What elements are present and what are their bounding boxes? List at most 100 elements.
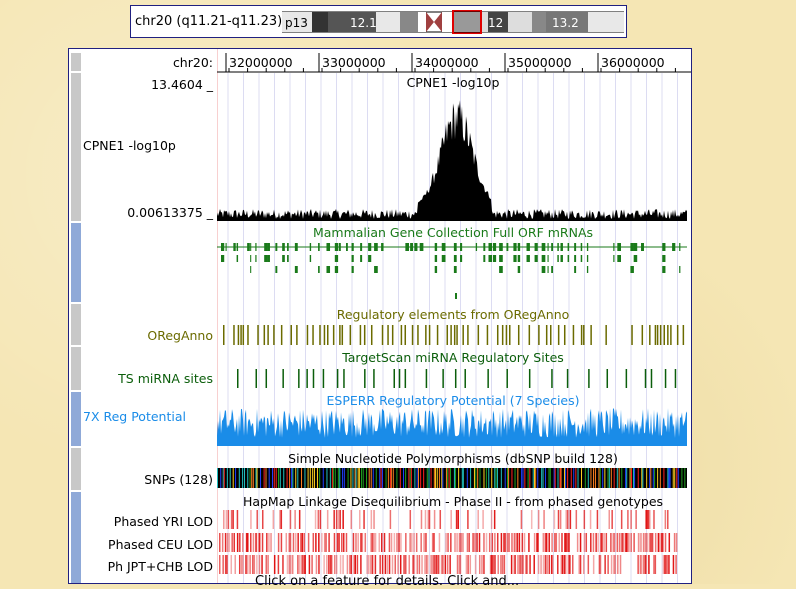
ld-segment — [423, 533, 425, 552]
ld-segment — [361, 533, 364, 552]
ld-segment — [467, 510, 469, 529]
genome-browser-panel[interactable]: chr20: 13.4604 _ CPNE1 -log10p 0.0061337… — [68, 48, 692, 584]
mgc-gene-exon — [574, 266, 577, 273]
ld-segment — [649, 533, 651, 552]
snp-marker — [242, 468, 244, 488]
cpne1-signal-plot[interactable] — [217, 100, 687, 221]
snp-marker — [268, 468, 270, 488]
band-q13-3 — [588, 12, 624, 32]
snp-track-button[interactable] — [71, 448, 81, 490]
ts-mirna-site — [664, 369, 667, 388]
snp-marker — [613, 468, 615, 488]
ld-segment — [481, 555, 483, 574]
ld-segment — [449, 555, 451, 574]
ts-mirna-site — [454, 369, 457, 388]
ts-mirna-track-button[interactable] — [71, 347, 81, 390]
ts-mirna-features[interactable] — [237, 369, 677, 388]
mgc-gene-exon — [255, 255, 257, 262]
snp-marker — [657, 468, 659, 488]
cpne1-track-label: CPNE1 -log10p — [83, 138, 176, 153]
ld-segment — [523, 533, 526, 552]
ld-segment — [565, 510, 567, 529]
snp-marker — [399, 468, 401, 488]
esperr-track-button[interactable] — [71, 392, 81, 446]
snp-marker — [488, 468, 490, 488]
ts-mirna-site — [487, 369, 489, 388]
ld-segment — [424, 510, 427, 529]
snp-marker — [559, 468, 561, 488]
mgc-track-button[interactable] — [71, 223, 81, 302]
ld-segment — [292, 533, 295, 552]
ld-segment — [236, 510, 239, 529]
band-q13-2 — [546, 12, 588, 32]
ld-segment — [447, 533, 449, 552]
snp-marker — [565, 468, 567, 488]
esperr-signal-plot[interactable] — [217, 408, 687, 446]
ts-mirna-site — [566, 369, 569, 388]
ld-segment — [558, 533, 561, 552]
ld-segment — [483, 533, 485, 552]
ld-segment — [521, 555, 523, 574]
ld-segment — [413, 533, 415, 552]
band-p11-1 — [418, 12, 426, 32]
snp-marker — [347, 468, 349, 488]
snp-marker — [385, 468, 387, 488]
ld-segment — [411, 533, 413, 552]
hapmap-track-button[interactable] — [71, 492, 81, 583]
ruler-track-button[interactable] — [71, 53, 81, 71]
hapmap-ld-heatmap[interactable] — [219, 510, 678, 574]
oreganno-element — [456, 325, 458, 345]
oreganno-features[interactable] — [223, 325, 685, 345]
ld-segment — [607, 555, 609, 574]
band-p11-21 — [400, 12, 418, 32]
snp-marker — [448, 468, 450, 488]
mgc-gene-exon — [334, 255, 339, 262]
ld-segment — [550, 555, 553, 574]
ld-segment — [433, 510, 436, 529]
snp-marker — [522, 468, 524, 488]
oreganno-element — [312, 325, 314, 345]
snp-marker — [387, 468, 389, 488]
ld-segment — [568, 533, 570, 552]
ideogram-band-strip[interactable]: p13 12.1 12 13.2 — [282, 10, 624, 34]
ld-segment — [612, 533, 614, 552]
ld-segment — [619, 555, 622, 574]
ld-segment — [614, 555, 617, 574]
mgc-gene-exon — [613, 255, 615, 262]
ld-segment — [437, 555, 440, 574]
ld-segment — [294, 510, 296, 529]
ld-segment — [517, 555, 519, 574]
ld-segment — [331, 555, 333, 574]
ld-segment — [663, 555, 666, 574]
ld-segment — [605, 533, 608, 552]
ld-segment — [438, 533, 441, 552]
ld-segment — [286, 555, 289, 574]
oreganno-element — [496, 325, 499, 345]
mgc-gene-exon — [460, 255, 463, 262]
snp-marker — [646, 468, 648, 488]
snp-marker — [599, 468, 601, 488]
ld-segment — [560, 555, 562, 574]
oreganno-track-button[interactable] — [71, 304, 81, 345]
ld-segment — [466, 533, 469, 552]
ld-segment — [613, 555, 615, 574]
ld-segment — [386, 555, 389, 574]
oreganno-element — [391, 325, 394, 345]
ld-segment — [649, 510, 651, 529]
ts-mirna-site — [312, 369, 315, 388]
ld-segment — [561, 555, 564, 574]
mgc-gene-features[interactable] — [217, 243, 687, 299]
ld-segment — [554, 533, 556, 552]
cpne1-track-button[interactable] — [71, 73, 81, 221]
ld-segment — [640, 533, 643, 552]
ld-segment — [236, 533, 239, 552]
base-position-ruler[interactable]: 32000000 33000000 34000000 35000000 3600… — [217, 53, 691, 73]
snp-marker — [494, 468, 496, 488]
chromosome-ideogram[interactable]: chr20 (q11.21-q11.23) p13 12.1 12 13.2 — [130, 5, 627, 38]
mgc-gene-exon — [374, 266, 378, 273]
ld-segment — [462, 533, 464, 552]
track-data-area[interactable]: 32000000 33000000 34000000 35000000 3600… — [217, 49, 691, 584]
snp-density-strip[interactable] — [217, 468, 687, 488]
ld-segment — [533, 555, 535, 574]
ld-segment — [610, 555, 613, 574]
